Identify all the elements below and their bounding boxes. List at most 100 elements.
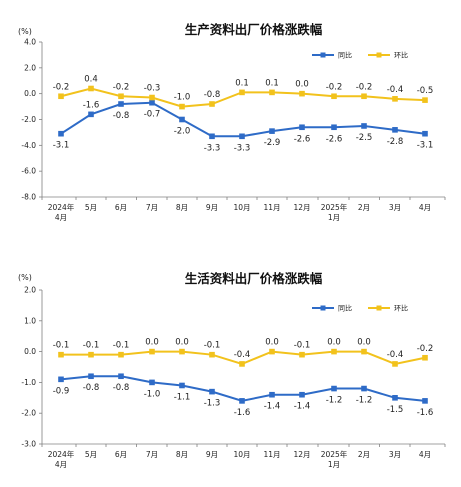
data-label-mom: -0.4: [387, 85, 404, 95]
data-point-mom: [88, 85, 94, 92]
data-label-mom: 0.0: [327, 338, 341, 348]
data-label-yoy: -3.3: [234, 143, 251, 153]
x-tick-label: 2025年 1月: [321, 202, 348, 222]
x-tick-label: 12月: [293, 203, 310, 212]
x-tick-label: 7月: [146, 450, 158, 459]
data-point-mom: [269, 89, 275, 96]
y-axis-unit: (%): [18, 27, 32, 36]
x-tick-label: 2月: [358, 203, 370, 212]
data-label-mom: -0.8: [204, 90, 221, 100]
data-label-yoy: -2.8: [387, 137, 404, 147]
data-label-yoy: -1.4: [264, 402, 281, 412]
data-label-yoy: -0.9: [53, 386, 70, 396]
data-label-mom: -1.0: [174, 93, 191, 103]
y-axis-unit: (%): [18, 273, 32, 282]
data-point-mom: [392, 96, 398, 102]
data-point-yoy: [299, 391, 305, 398]
data-label-yoy: -3.1: [53, 141, 70, 151]
data-label-mom: 0.0: [145, 338, 159, 348]
y-tick-label: -8.0: [21, 193, 36, 202]
data-label-mom: -0.2: [417, 344, 434, 354]
x-tick-label: 5月: [85, 203, 97, 212]
data-label-mom: -0.1: [113, 341, 130, 351]
data-point-mom: [361, 348, 367, 355]
data-point-yoy: [392, 127, 398, 133]
data-label-mom: 0.0: [295, 80, 309, 90]
data-point-mom: [422, 97, 428, 103]
data-label-mom: -0.1: [53, 341, 70, 351]
data-point-yoy: [269, 391, 275, 398]
x-tick-label: 7月: [146, 203, 158, 212]
data-point-yoy: [392, 395, 398, 401]
data-label-mom: 0.0: [265, 338, 279, 348]
data-point-yoy: [269, 128, 275, 134]
x-tick-label: 5月: [85, 450, 97, 459]
data-label-yoy: -2.9: [264, 138, 281, 148]
data-label-yoy: -1.0: [144, 389, 161, 399]
data-label-mom: 0.0: [175, 338, 189, 348]
data-label-yoy: -0.8: [113, 383, 130, 393]
data-point-mom: [149, 348, 155, 355]
data-label-yoy: -0.7: [144, 110, 161, 120]
x-tick-label: 2024年 4月: [48, 449, 75, 469]
data-label-mom: -0.5: [417, 86, 434, 96]
data-label-mom: -0.2: [53, 82, 70, 92]
data-label-yoy: -2.5: [356, 133, 373, 143]
y-tick-label: 0.0: [24, 89, 36, 98]
x-tick-label: 3月: [389, 450, 401, 459]
data-point-yoy: [239, 398, 245, 404]
data-label-mom: 0.1: [265, 78, 279, 88]
data-label-yoy: -1.6: [83, 100, 100, 110]
legend-label-mom: 环比: [394, 304, 408, 313]
data-point-yoy: [239, 133, 245, 140]
y-tick-label: 2.0: [24, 63, 36, 72]
data-label-yoy: -1.2: [326, 396, 343, 406]
y-tick-label: -6.0: [21, 167, 36, 176]
data-point-mom: [361, 93, 367, 100]
data-label-yoy: -1.6: [234, 408, 251, 418]
series-mom: -0.2 0.4 -0.2 -0.3 -1.0 -0.8 0.1 0.1 0.0 -0.2 -0.2…: [53, 75, 434, 110]
data-point-yoy: [118, 101, 124, 107]
legend-marker-mom: [376, 52, 382, 58]
x-tick-label: 2月: [358, 450, 370, 459]
data-point-yoy: [179, 382, 185, 389]
data-point-mom: [209, 351, 215, 358]
x-tick-label: 2025年 1月: [321, 449, 348, 469]
series-yoy: -0.9 -0.8 -0.8 -1.0 -1.1 -1.3 -1.6 -1.4 -1.4 -1.2…: [53, 373, 434, 418]
data-label-mom: 0.1: [235, 78, 249, 88]
data-label-yoy: -1.5: [387, 405, 404, 415]
data-point-mom: [149, 94, 155, 101]
chart-title: 生活资料出厂价格涨跌幅: [185, 271, 323, 286]
data-point-mom: [179, 103, 185, 110]
data-label-yoy: -1.6: [417, 408, 434, 418]
data-label-yoy: -2.6: [294, 134, 311, 144]
data-label-mom: -0.3: [144, 84, 161, 94]
data-label-mom: -0.4: [387, 350, 404, 360]
data-label-yoy: -0.8: [83, 383, 100, 393]
data-point-mom: [422, 354, 428, 361]
data-label-yoy: -0.8: [113, 111, 130, 121]
data-point-yoy: [209, 133, 215, 140]
data-point-yoy: [179, 116, 185, 123]
data-label-yoy: -3.1: [417, 141, 434, 151]
data-point-mom: [58, 351, 64, 358]
data-label-yoy: -2.0: [174, 127, 191, 137]
data-point-mom: [239, 361, 245, 367]
x-tick-label: 4月: [419, 203, 431, 212]
data-point-mom: [299, 351, 305, 358]
data-point-yoy: [88, 111, 94, 118]
x-tick-label: 2024年 4月: [48, 202, 75, 222]
data-label-mom: -0.1: [294, 341, 311, 351]
data-point-mom: [88, 351, 94, 358]
x-tick-label: 8月: [176, 450, 188, 459]
chart-legend: 同比 环比: [312, 304, 408, 313]
series-yoy: -3.1 -1.6 -0.8 -0.7 -2.0 -3.3 -3.3 -2.9 -2.6 -2.6…: [53, 99, 434, 153]
x-tick-label: 9月: [206, 203, 218, 212]
data-label-mom: -0.4: [234, 350, 251, 360]
data-point-yoy: [331, 385, 337, 392]
legend-marker-yoy: [320, 305, 326, 311]
chart-title: 生产资料出厂价格涨跌幅: [185, 22, 323, 37]
data-label-yoy: -3.3: [204, 143, 221, 153]
data-point-yoy: [118, 373, 124, 380]
